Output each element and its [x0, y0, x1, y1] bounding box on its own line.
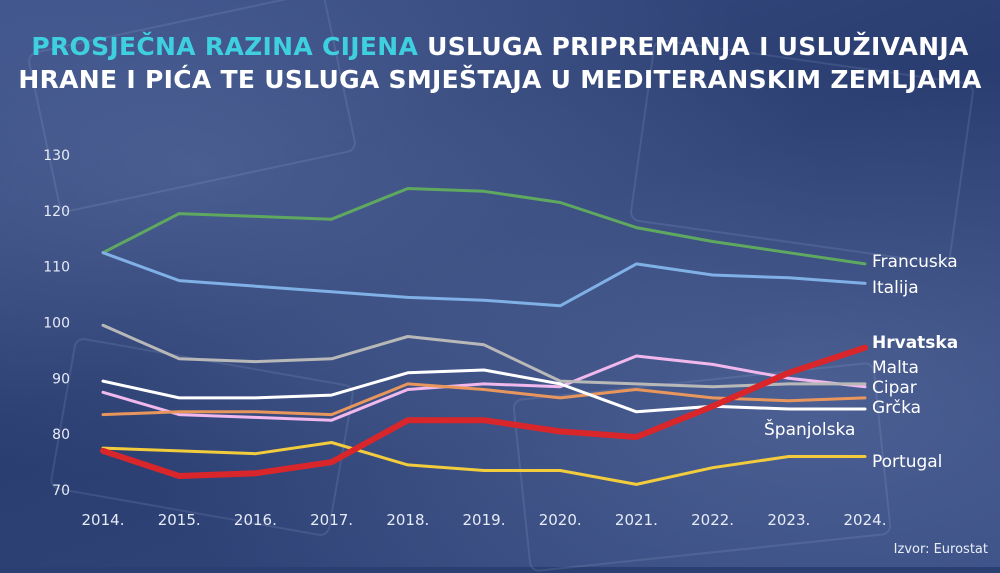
x-tick-label: 2024.	[844, 511, 887, 529]
series-line-grcka	[101, 382, 867, 417]
x-tick-label: 2019.	[463, 511, 506, 529]
x-tick-label: 2020.	[539, 511, 582, 529]
x-tick-label: 2014.	[82, 511, 125, 529]
x-tick-label: 2016.	[234, 511, 277, 529]
series-line-malta	[101, 354, 867, 422]
series-label-francuska: Francuska	[872, 252, 958, 272]
chart-title-accent: PROSJEČNA RAZINA CIJENA	[31, 32, 419, 61]
series-label-italija: Italija	[872, 278, 919, 298]
x-tick-label: 2018.	[386, 511, 429, 529]
series-label-grcka: Grčka	[872, 398, 921, 418]
x-tick-label: 2023.	[767, 511, 810, 529]
chart-title: PROSJEČNA RAZINA CIJENA USLUGA PRIPREMAN…	[0, 30, 1000, 96]
x-tick-label: 2015.	[158, 511, 201, 529]
y-tick-label: 110	[43, 260, 70, 276]
series-label-cipar: Cipar	[872, 378, 917, 398]
y-tick-label: 100	[43, 316, 70, 332]
y-tick-label: 120	[43, 204, 70, 220]
series-label-portugal: Portugal	[872, 452, 942, 472]
series-line-italija	[101, 251, 867, 308]
series-label-malta: Malta	[872, 358, 919, 378]
y-tick-label: 70	[52, 483, 70, 499]
y-tick-label: 80	[52, 427, 70, 443]
x-tick-label: 2022.	[691, 511, 734, 529]
source-note: Izvor: Eurostat	[893, 542, 988, 557]
series-line-spanjolska	[101, 368, 867, 414]
series-line-portugal	[101, 441, 867, 486]
y-tick-label: 90	[52, 371, 70, 387]
x-tick-label: 2017.	[310, 511, 353, 529]
chart-title-rest: USLUGA PRIPREMANJA I USLUŽIVANJA HRANE I…	[18, 32, 982, 94]
series-line-hrvatska	[100, 344, 868, 479]
series-line-cipar	[101, 323, 867, 389]
series-label-hrvatska: Hrvatska	[872, 333, 958, 353]
x-tick-label: 2021.	[615, 511, 658, 529]
series-label-spanjolska: Španjolska	[764, 418, 855, 440]
series-line-francuska	[101, 187, 867, 266]
y-tick-label: 130	[43, 148, 70, 164]
